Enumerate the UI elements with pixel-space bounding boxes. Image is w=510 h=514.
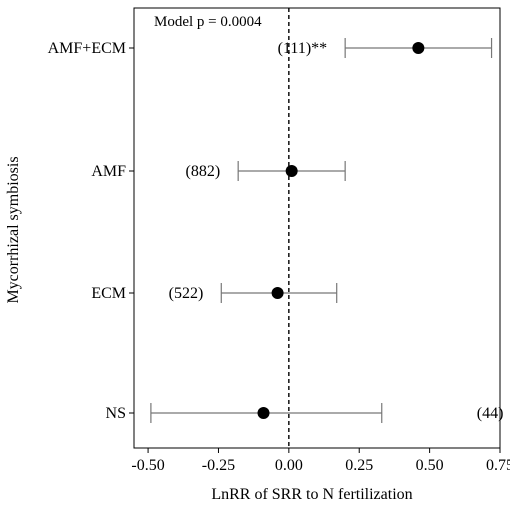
estimate-point [412,42,425,54]
estimate-point [271,287,284,299]
x-tick-label: 0.25 [345,457,373,474]
plot-border [133,7,501,449]
x-axis-title: LnRR of SRR to N fertilization [211,486,412,503]
y-category-label: AMF [91,163,126,180]
y-axis-title: Mycorrhizal symbiosis [5,156,22,303]
axis-group: -0.50 -0.25 0.00 0.25 0.50 0.75 AMF+ECM AMF ECM N… [48,40,510,474]
plot-frame [133,7,501,449]
x-tick-label: -0.25 [202,457,235,474]
estimate-point [285,165,298,177]
label-group: (111)** (882) (522) (44) [169,40,504,422]
sample-size-label: (44) [477,405,504,422]
sample-size-label: (882) [186,163,221,180]
x-tick-label: -0.50 [131,457,164,474]
x-tick-label: 0.50 [416,457,444,474]
x-tick-label: 0.00 [275,457,303,474]
ci-group [150,38,493,423]
annotation-text: Model p = 0.0004 [154,14,262,30]
estimate-point [257,407,270,419]
sample-size-label: (522) [169,285,204,302]
point-group [257,42,425,419]
sample-size-label: (111)** [278,40,327,57]
y-category-label: ECM [91,285,126,302]
x-tick-label: 0.75 [486,457,510,474]
y-category-label: NS [106,405,126,422]
y-category-label: AMF+ECM [48,40,126,57]
